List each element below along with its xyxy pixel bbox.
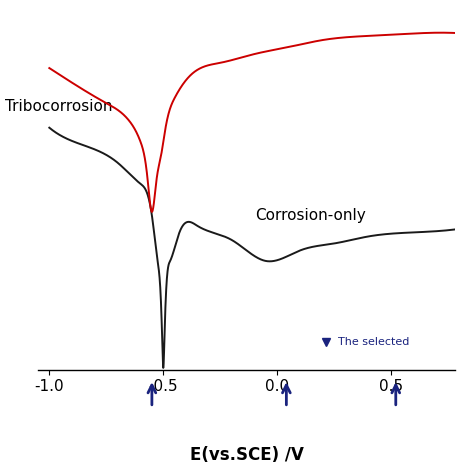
Text: The selected: The selected: [338, 337, 410, 346]
Text: E(vs.SCE) /V: E(vs.SCE) /V: [190, 446, 303, 464]
Text: Tribocorrosion: Tribocorrosion: [5, 99, 112, 114]
Text: Corrosion-only: Corrosion-only: [255, 208, 365, 223]
